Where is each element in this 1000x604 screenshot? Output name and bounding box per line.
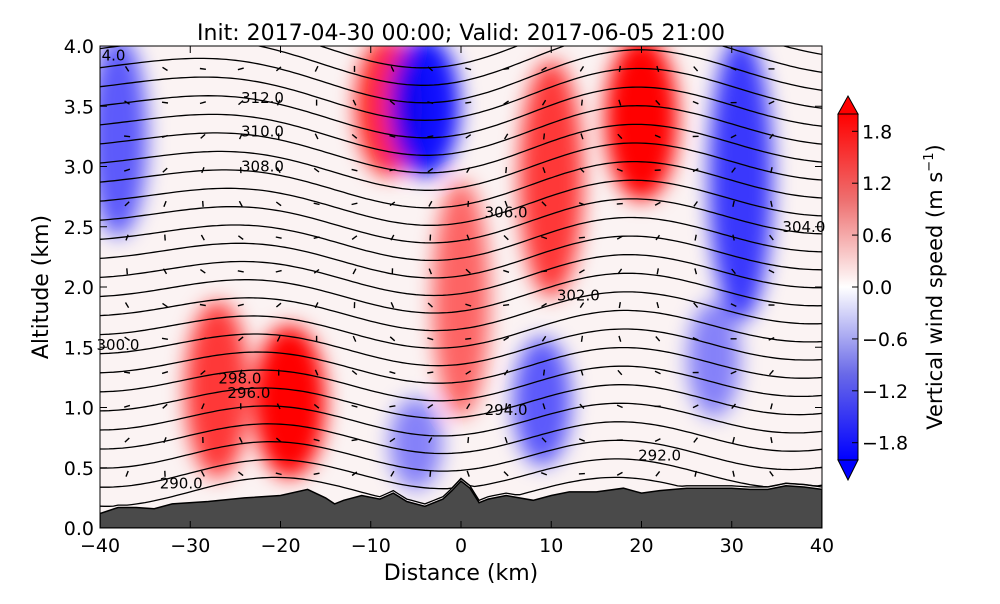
wind-column [390, 398, 442, 490]
x-tick-label: 20 [629, 535, 653, 557]
y-axis-label: Altitude (km) [29, 215, 54, 359]
contour-label: 4.0 [102, 47, 126, 65]
wind-arrow [582, 100, 583, 106]
contour-label: 302.0 [557, 286, 600, 304]
colorbar-tick-label: 1.2 [862, 173, 892, 195]
wind-arrow [544, 133, 545, 139]
wind-arrow [582, 336, 583, 342]
colorbar-tick-label: −1.8 [862, 433, 908, 455]
contour-label: 292.0 [638, 447, 681, 465]
contour-label: 290.0 [160, 474, 203, 492]
wind-column [89, 36, 147, 237]
x-tick-label: 40 [810, 535, 834, 557]
contour-label: 308.0 [241, 158, 284, 176]
contour-label: 296.0 [227, 384, 270, 402]
colorbar-tick-label: −1.2 [862, 381, 908, 403]
wind-arrow [617, 204, 623, 205]
wind-arrow [465, 102, 471, 103]
contour-label: 300.0 [97, 336, 140, 354]
wind-arrow [541, 271, 547, 272]
chart-title: Init: 2017-04-30 00:00; Valid: 2017-06-0… [197, 21, 725, 46]
colorbar-ticks: 1.8 1.2 0.6 0.0 −0.6 −1.2 −1.8 [852, 121, 908, 454]
colorbar-label-exp: −1 [922, 153, 937, 172]
y-tick-label: 3.5 [64, 96, 94, 118]
contour-label: 312.0 [241, 89, 284, 107]
x-tick-label: 10 [539, 535, 563, 557]
wind-arrow [127, 268, 128, 274]
wind-arrow [124, 136, 130, 137]
x-tick-label: 30 [720, 535, 744, 557]
y-tick-label: 3.0 [64, 157, 94, 179]
wind-arrow [506, 167, 507, 173]
x-tick-label: −10 [351, 535, 391, 557]
y-tick-label: 0.0 [64, 518, 94, 540]
wind-arrow [162, 102, 168, 103]
contour-label: 294.0 [485, 401, 528, 419]
wind-arrow [162, 338, 168, 339]
wind-column [606, 36, 678, 201]
wind-arrow [427, 136, 433, 137]
x-tick-label: −30 [170, 535, 210, 557]
colorbar-top-extend [838, 96, 858, 114]
wind-arrow [427, 372, 433, 373]
wind-arrow [544, 370, 545, 376]
y-tick-label: 2.0 [64, 277, 94, 299]
colorbar-tick-label: 0.6 [862, 225, 892, 247]
wind-arrow [579, 237, 585, 238]
y-tick-label: 0.5 [64, 458, 94, 480]
colorbar: 1.8 1.2 0.6 0.0 −0.6 −1.2 −1.8 Vertical wind s… [838, 96, 947, 480]
colorbar-tick-label: 1.8 [862, 121, 892, 143]
wind-arrow [503, 69, 509, 70]
wind-column [709, 36, 773, 321]
wind-arrow [619, 302, 620, 308]
wind-arrow [468, 437, 469, 443]
wind-arrow [430, 471, 431, 477]
colorbar-label-main: Vertical wind speed (m s [923, 172, 947, 430]
x-axis-label: Distance (km) [384, 561, 539, 586]
colorbar-label-close: ) [923, 144, 947, 152]
colorbar-tick-label: 0.0 [862, 277, 892, 299]
y-tick-label: 2.5 [64, 217, 94, 239]
wind-arrow [619, 66, 620, 72]
colorbar-label: Vertical wind speed (m s−1) [922, 144, 947, 429]
wind-arrow [465, 338, 471, 339]
wind-arrow [389, 406, 395, 407]
contour-label: 310.0 [241, 123, 284, 141]
plot-area [89, 13, 822, 529]
wind-arrow [200, 69, 206, 70]
wind-arrow [124, 372, 130, 373]
x-tick-label: 0 [455, 535, 467, 557]
contour-label: 306.0 [485, 203, 528, 221]
y-tick-label: 4.0 [64, 36, 94, 58]
y-tick-label: 1.5 [64, 337, 94, 359]
wind-arrow [503, 305, 509, 306]
y-tick-label: 1.0 [64, 398, 94, 420]
colorbar-tick-label: −0.6 [862, 329, 908, 351]
colorbar-bottom-extend [838, 460, 858, 480]
x-tick-label: −20 [260, 535, 300, 557]
